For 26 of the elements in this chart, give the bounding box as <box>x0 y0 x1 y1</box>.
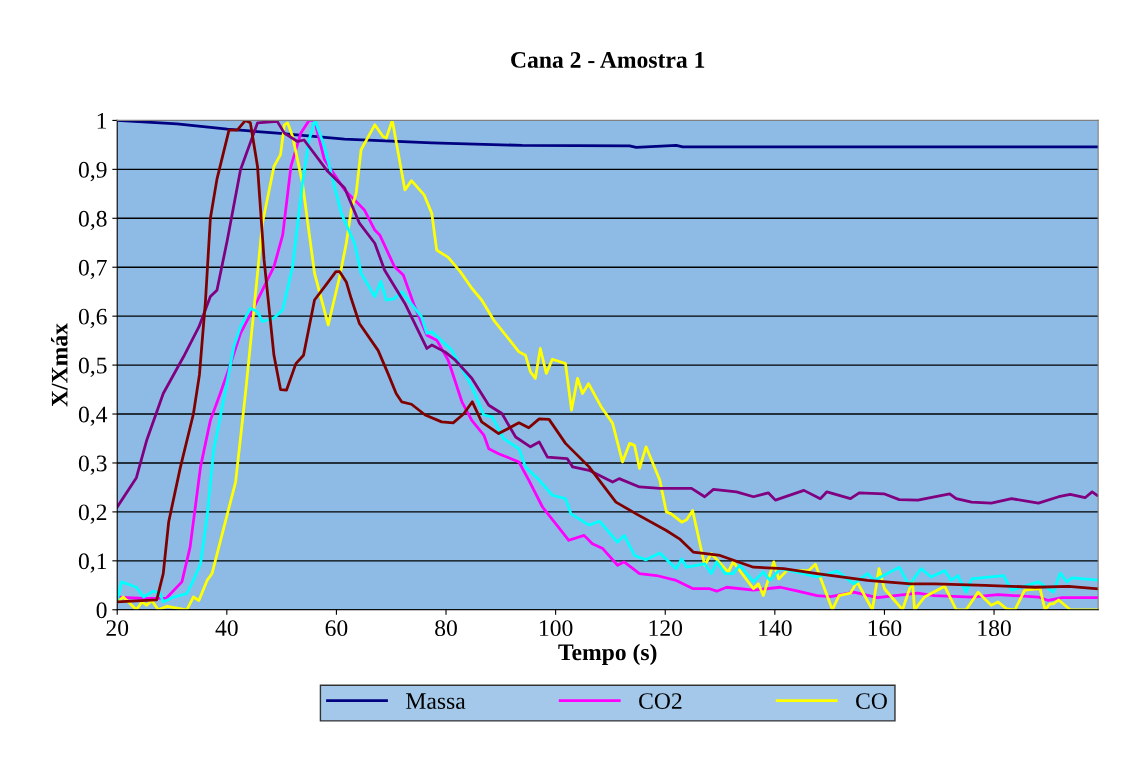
chart-title: Cana 2 - Amostra 1 <box>511 52 705 68</box>
y-tick-label: 0,5 <box>78 357 107 377</box>
x-tick-label: 140 <box>759 620 792 637</box>
y-tick-label: 0,1 <box>78 553 107 573</box>
x-tick-label: 80 <box>435 620 457 637</box>
y-tick-label: 0,7 <box>78 259 107 280</box>
y-tick-label: 0,8 <box>78 210 107 231</box>
y-tick-label: 0 <box>96 602 107 619</box>
y-axis-title: X/Xmáx <box>50 323 68 407</box>
y-tick-label: 0,6 <box>78 308 107 328</box>
y-tick-label: 1 <box>97 113 107 129</box>
x-tick-label: 20 <box>106 620 129 637</box>
x-tick-label: 100 <box>540 620 573 637</box>
x-tick-label: 160 <box>868 620 902 637</box>
y-tick-label: 0,4 <box>78 406 108 426</box>
x-tick-label: 40 <box>215 620 238 637</box>
legend-label: CO <box>856 693 887 710</box>
x-tick-label: 180 <box>978 620 1011 637</box>
x-tick-label: 60 <box>325 620 348 637</box>
legend-label: Massa <box>406 693 466 710</box>
legend-label: CO2 <box>639 693 682 710</box>
y-tick-label: 0,2 <box>78 504 107 524</box>
y-tick-label: 0,9 <box>78 161 107 182</box>
x-tick-label: 120 <box>649 620 683 637</box>
x-axis-title: Tempo (s) <box>558 643 657 666</box>
y-tick-label: 0,3 <box>78 455 107 475</box>
